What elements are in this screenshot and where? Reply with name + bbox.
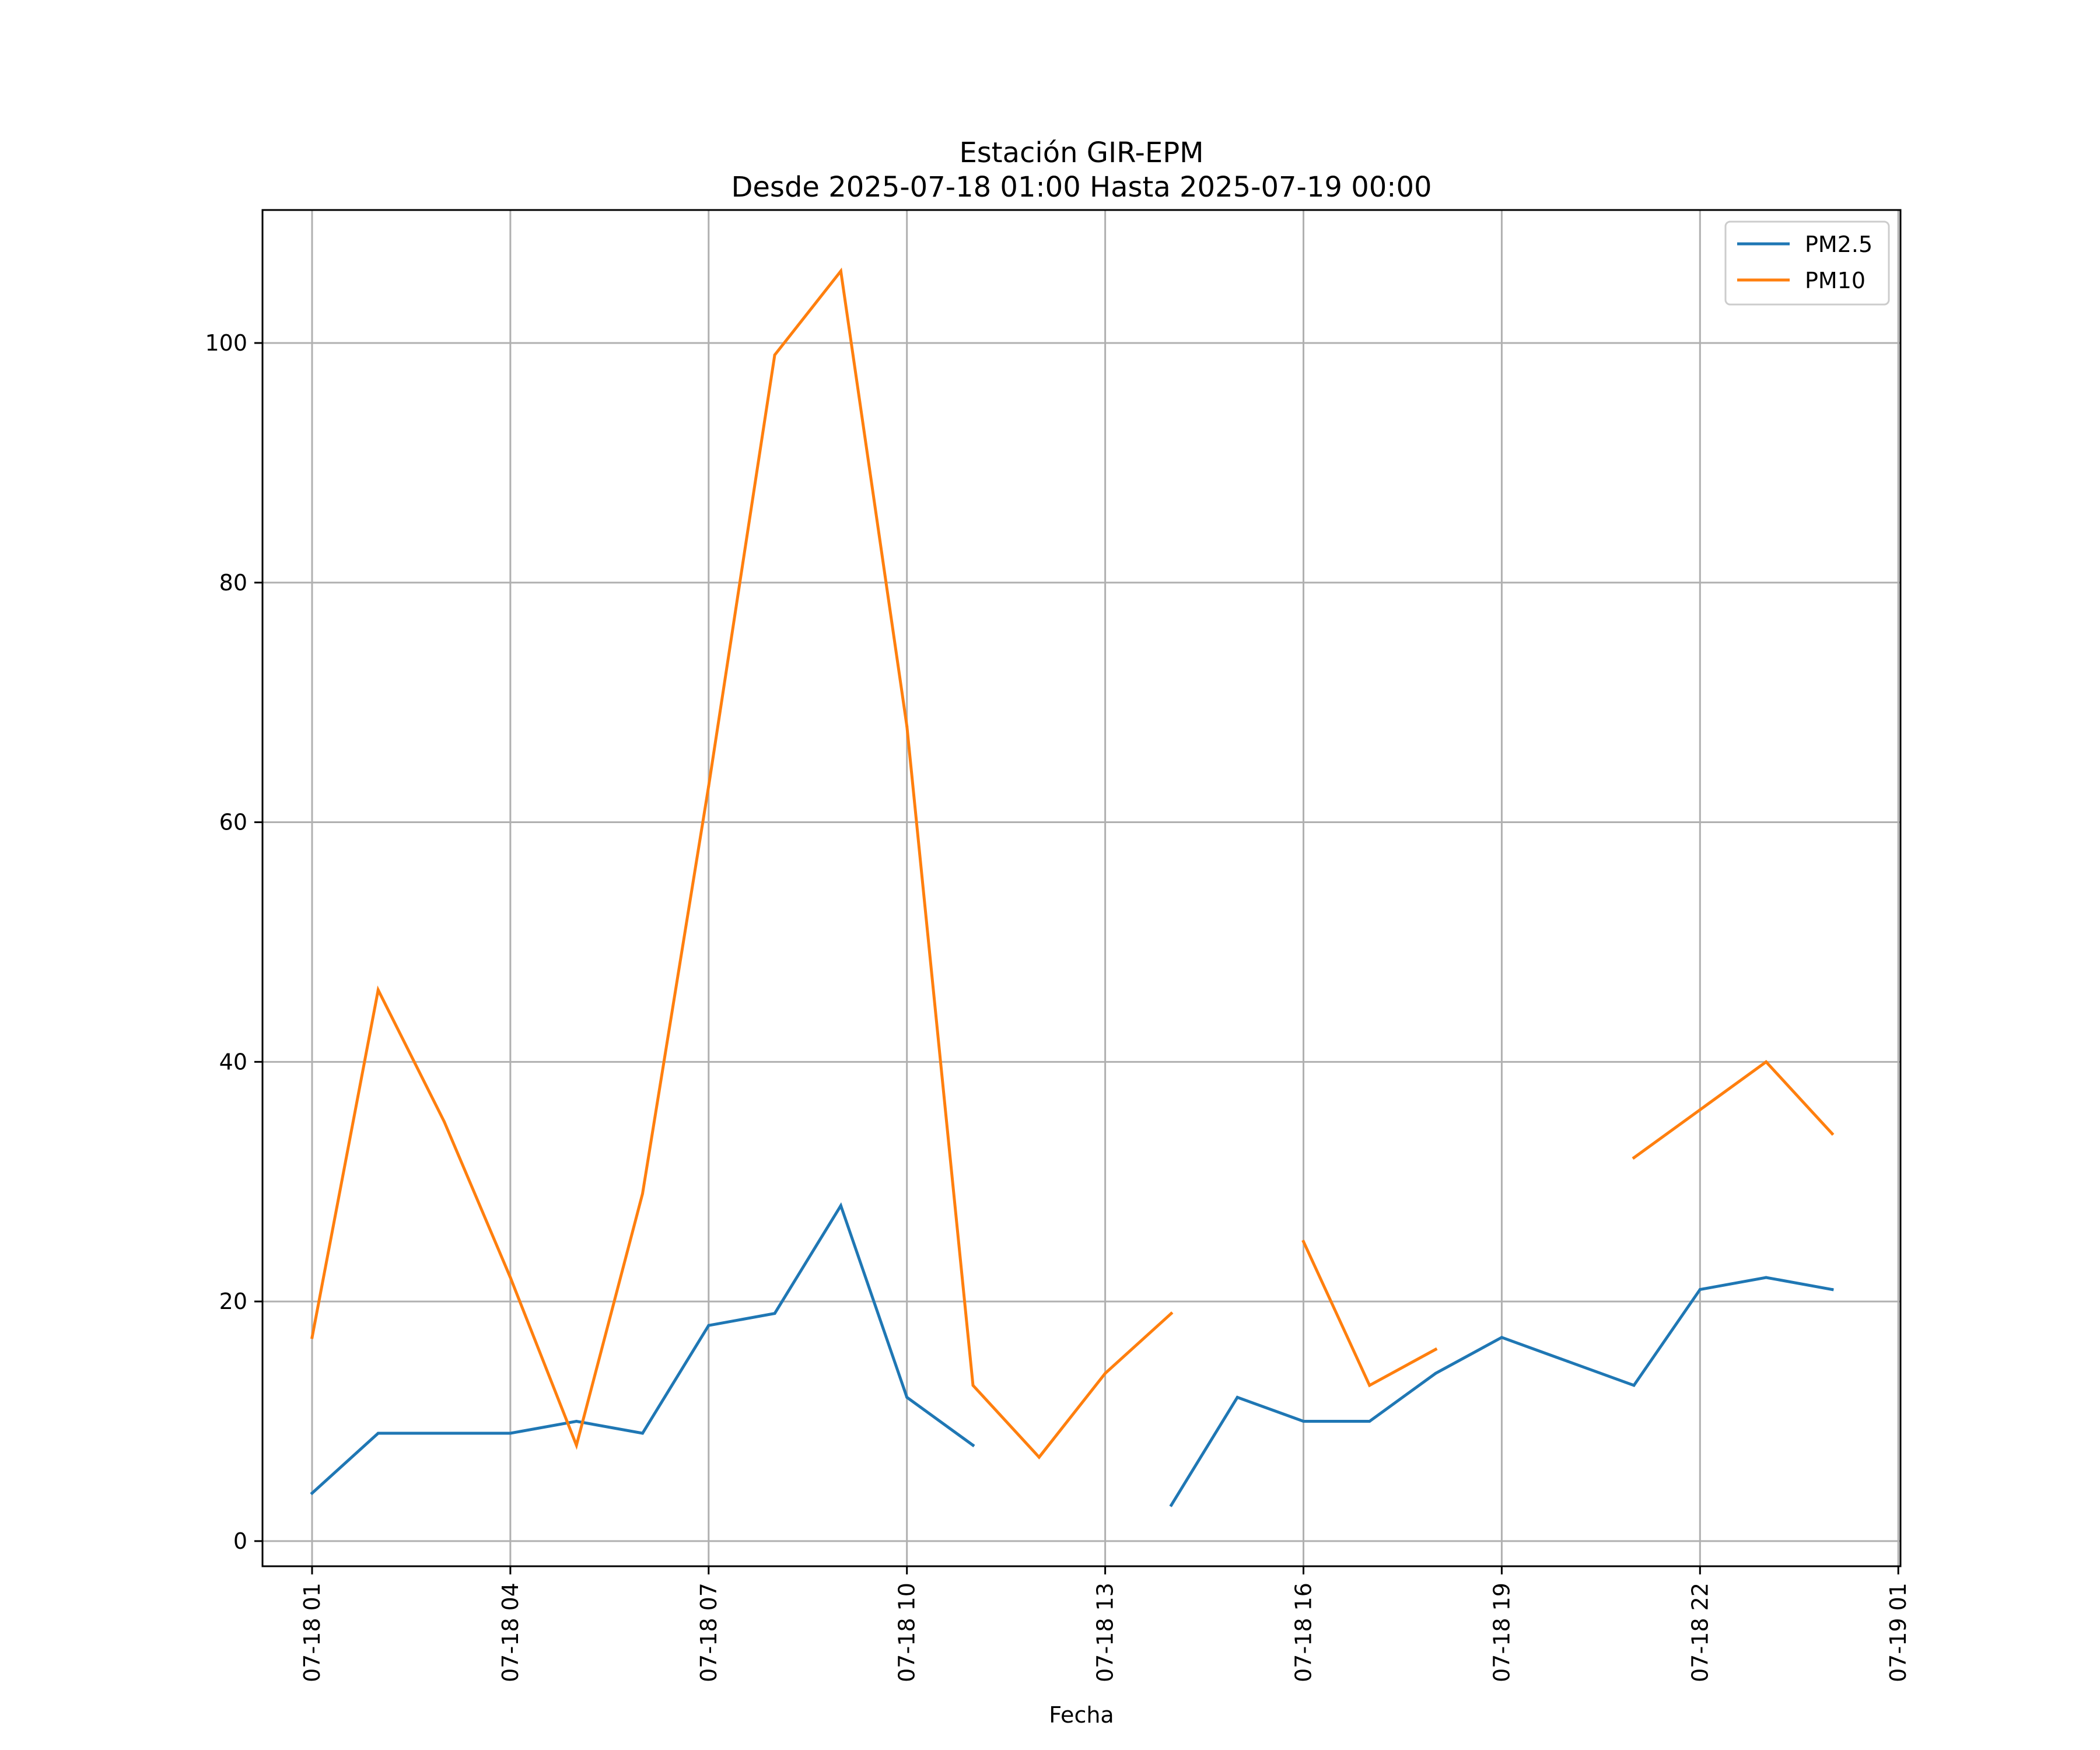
x-tick-label: 07-18 07 (696, 1583, 722, 1682)
y-tick-label: 80 (219, 570, 247, 596)
series-line-pm10 (1301, 1240, 1438, 1388)
x-tick-label: 07-19 01 (1885, 1583, 1911, 1682)
series-line-pm25 (310, 1202, 975, 1496)
axis-ticks: 07-18 01 07-18 04 07-18 07 07-18 10 07-18 13… (205, 330, 1911, 1682)
y-tick-label: 20 (219, 1289, 247, 1314)
series-line-pm10 (1632, 1059, 1835, 1160)
chart-subtitle: Desde 2025-07-18 01:00 Hasta 2025-07-19 … (731, 171, 1432, 204)
series-line-pm10 (310, 267, 1174, 1460)
series-pm10 (310, 267, 1835, 1460)
x-tick-label: 07-18 01 (299, 1583, 325, 1682)
y-tick-label: 0 (233, 1528, 247, 1554)
series-pm25 (310, 1202, 1834, 1507)
y-tick-label: 40 (219, 1049, 247, 1074)
y-tick-label: 60 (219, 810, 247, 835)
x-tick-label: 07-18 04 (498, 1583, 523, 1682)
series-layer (310, 267, 1835, 1507)
x-tick-label: 07-18 22 (1687, 1583, 1713, 1682)
series-line-pm25 (1169, 1276, 1834, 1507)
x-tick-label: 07-18 13 (1093, 1583, 1118, 1682)
y-tick-label: 100 (205, 330, 247, 356)
x-tick-label: 07-18 10 (894, 1583, 920, 1682)
grid (262, 210, 1901, 1566)
x-tick-label: 07-18 19 (1489, 1583, 1514, 1682)
x-axis-label: Fecha (1049, 1702, 1114, 1728)
plot-frame (261, 209, 1902, 1567)
legend: PM2.5 PM10 (1724, 220, 1890, 306)
chart-title: Estación GIR-EPM (959, 136, 1203, 169)
legend-label-pm10: PM10 (1805, 268, 1866, 293)
x-tick-label: 07-18 16 (1291, 1583, 1317, 1682)
legend-label-pm25: PM2.5 (1805, 232, 1873, 257)
